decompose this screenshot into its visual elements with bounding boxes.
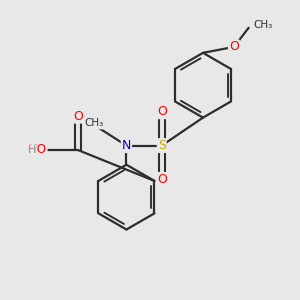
Text: CH₃: CH₃ — [84, 118, 104, 128]
Text: O: O — [157, 105, 167, 118]
Text: O: O — [229, 40, 239, 53]
Text: N: N — [122, 139, 131, 152]
Text: H: H — [28, 145, 36, 155]
Text: S: S — [158, 139, 166, 152]
Text: HO: HO — [29, 143, 47, 157]
Text: O: O — [73, 110, 83, 123]
Text: O: O — [157, 173, 167, 186]
Text: CH₃: CH₃ — [253, 20, 272, 30]
